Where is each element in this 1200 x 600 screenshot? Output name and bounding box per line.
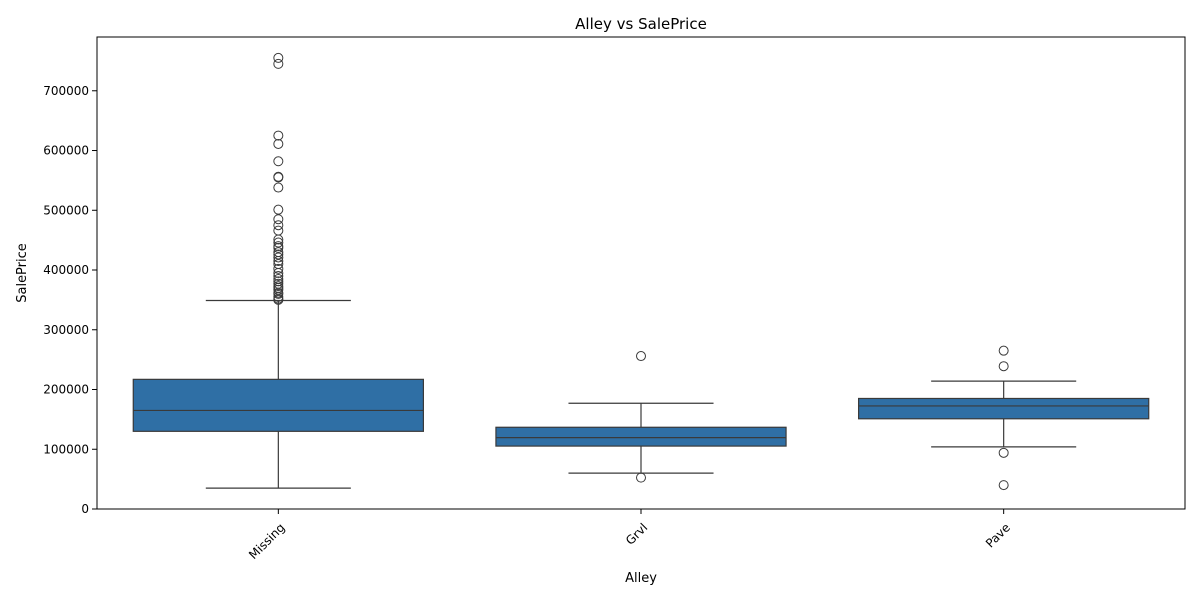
outlier-point xyxy=(636,472,646,483)
outlier-point xyxy=(273,247,284,258)
outlier-point xyxy=(273,156,284,167)
box-group-grvl xyxy=(495,351,787,483)
iqr-box xyxy=(132,378,424,432)
outlier-point xyxy=(998,447,1009,458)
outlier-point xyxy=(273,249,284,260)
outlier-point xyxy=(273,52,284,63)
outlier-point xyxy=(273,225,284,236)
y-axis: 0 100000 200000 300000 400000 500000 600000 700… xyxy=(43,84,97,516)
x-tick-label: Pave xyxy=(983,520,1013,550)
iqr-box xyxy=(857,397,1150,420)
y-tick-label: 700000 xyxy=(43,84,89,98)
outlier-point xyxy=(273,241,284,252)
y-tick-label: 300000 xyxy=(43,323,89,337)
y-axis-label: SalePrice xyxy=(15,243,30,303)
outlier-point xyxy=(273,220,284,231)
outlier-point xyxy=(273,204,284,215)
box-group-missing xyxy=(132,52,424,489)
outlier-point xyxy=(273,273,284,284)
y-tick-label: 400000 xyxy=(43,263,89,277)
chart-title: Alley vs SalePrice xyxy=(575,15,707,33)
outlier-point xyxy=(273,278,284,289)
y-tick-label: 100000 xyxy=(43,442,89,456)
plot-area xyxy=(132,52,1150,491)
outlier-point xyxy=(998,345,1009,356)
outlier-point xyxy=(273,171,284,182)
x-tick-label: Grvl xyxy=(623,520,650,547)
y-tick-label: 200000 xyxy=(43,383,89,397)
x-axis: Missing Grvl Pave xyxy=(246,509,1013,562)
y-tick-label: 500000 xyxy=(43,203,89,217)
y-tick-label: 0 xyxy=(81,502,89,516)
outlier-point xyxy=(636,351,646,362)
x-tick-label: Missing xyxy=(246,520,288,562)
outlier-point xyxy=(273,259,284,270)
outlier-point xyxy=(998,480,1009,491)
outlier-point xyxy=(273,58,284,69)
outlier-point xyxy=(998,361,1009,372)
outlier-point xyxy=(273,214,284,225)
box-group-pave xyxy=(857,345,1150,491)
outlier-point xyxy=(273,252,284,263)
outlier-point xyxy=(273,270,284,281)
outlier-point xyxy=(273,130,284,141)
outlier-point xyxy=(273,182,284,193)
outlier-point xyxy=(273,138,284,149)
iqr-box xyxy=(495,426,787,447)
outlier-point xyxy=(273,263,284,274)
y-tick-label: 600000 xyxy=(43,144,89,158)
x-axis-label: Alley xyxy=(625,571,657,586)
outlier-point xyxy=(273,237,284,248)
outlier-point xyxy=(273,276,284,287)
outlier-point xyxy=(273,281,284,292)
